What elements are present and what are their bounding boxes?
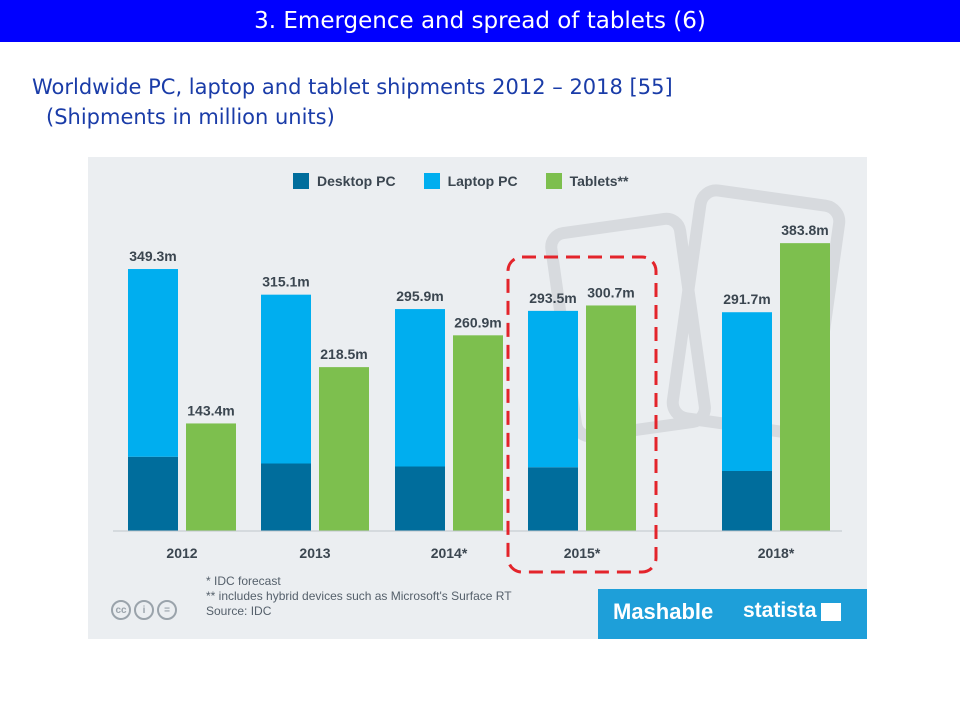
label-tablets-2018*: 383.8m — [781, 222, 828, 238]
label-pc-total-2018*: 291.7m — [723, 291, 770, 307]
x-tick-2012: 2012 — [166, 545, 197, 561]
label-pc-total-2015*: 293.5m — [529, 290, 576, 306]
legend-label-desktop: Desktop PC — [317, 173, 396, 189]
subtitle-line-1: Worldwide PC, laptop and tablet shipment… — [32, 75, 673, 99]
label-tablets-2014*: 260.9m — [454, 314, 501, 330]
legend-item-laptop: Laptop PC — [423, 173, 518, 189]
label-pc-total-2012: 349.3m — [129, 248, 176, 264]
statista-logo: statista — [743, 599, 817, 622]
x-tick-labels: 2012 2013 2014* 2015* 2018* — [166, 545, 794, 561]
footnote-idc-forecast: * IDC forecast — [206, 574, 281, 588]
bar-desktop-2018* — [722, 471, 772, 531]
x-tick-2014*: 2014* — [431, 545, 468, 561]
bar-laptop-2015* — [528, 310, 578, 468]
x-tick-2015*: 2015* — [564, 545, 601, 561]
footnote-hybrid-devices: ** includes hybrid devices such as Micro… — [206, 589, 512, 603]
bar-tablets-2014* — [453, 335, 503, 531]
bar-desktop-2013 — [261, 463, 311, 531]
bar-tablets-2012 — [186, 423, 236, 531]
legend-item-desktop: Desktop PC — [293, 173, 396, 189]
highlight-box-2015 — [506, 255, 658, 574]
x-tick-2013: 2013 — [299, 545, 330, 561]
legend-item-tablets: Tablets** — [545, 173, 629, 189]
label-pc-total-2014*: 295.9m — [396, 288, 443, 304]
bar-desktop-2012 — [128, 456, 178, 531]
mashable-logo: Mashable — [613, 599, 714, 624]
bar-tablets-2015* — [586, 305, 636, 531]
bar-chart: 349.3m 143.4m 315.1m 218.5m 295.9m 260.9m 293.… — [113, 184, 846, 574]
cc-icon: cc — [111, 600, 131, 620]
label-pc-total-2013: 315.1m — [262, 274, 309, 290]
labels-layer: 349.3m 143.4m 315.1m 218.5m 295.9m 260.9m 293.… — [129, 222, 828, 418]
label-tablets-2012: 143.4m — [187, 402, 234, 418]
statista-mark-icon — [821, 603, 841, 621]
bar-laptop-2013 — [261, 294, 311, 464]
bar-laptop-2014* — [395, 309, 445, 467]
subtitle-line-2: (Shipments in million units) — [46, 105, 335, 129]
bar-desktop-2014* — [395, 466, 445, 531]
x-tick-2018*: 2018* — [758, 545, 795, 561]
legend-swatch-desktop — [293, 173, 309, 189]
nd-icon: = — [157, 600, 177, 620]
chart-footnotes: * IDC forecast ** includes hybrid device… — [206, 574, 512, 619]
slide-title: 3. Emergence and spread of tablets (6) — [0, 0, 960, 42]
bar-tablets-2018* — [780, 243, 830, 531]
legend-swatch-laptop — [423, 173, 440, 189]
label-tablets-2015*: 300.7m — [587, 284, 634, 300]
by-icon: i — [134, 600, 154, 620]
bar-desktop-2015* — [528, 467, 578, 531]
legend-label-laptop: Laptop PC — [447, 173, 518, 189]
slide-subtitle: Worldwide PC, laptop and tablet shipment… — [32, 72, 673, 132]
chart-legend: Desktop PC Laptop PC Tablets** — [293, 173, 628, 189]
legend-swatch-tablets — [545, 173, 562, 189]
bars-layer — [128, 243, 830, 531]
chart-card: 349.3m 143.4m 315.1m 218.5m 295.9m 260.9m 293.… — [88, 157, 867, 639]
footnote-source: Source: IDC — [206, 604, 272, 618]
bar-tablets-2013 — [319, 367, 369, 531]
bar-laptop-2012 — [128, 269, 178, 457]
bar-laptop-2018* — [722, 312, 772, 471]
label-tablets-2013: 218.5m — [320, 346, 367, 362]
legend-label-tablets: Tablets** — [569, 173, 629, 189]
creative-commons-icons: cc i = — [111, 600, 177, 620]
